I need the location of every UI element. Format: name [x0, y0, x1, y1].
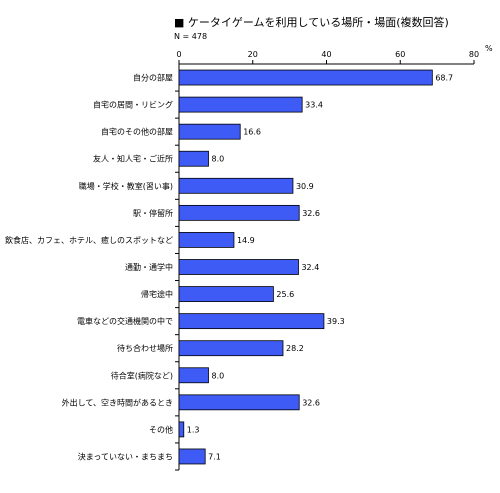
bar [178, 177, 294, 194]
data-label: 14.9 [237, 236, 255, 245]
bar [178, 96, 303, 113]
category-label: 駅・停留所 [133, 208, 173, 218]
data-label: 28.2 [286, 344, 304, 353]
data-label: 32.6 [302, 398, 320, 407]
bar [178, 259, 299, 275]
axis-unit-label: % [485, 44, 493, 53]
data-label: 68.7 [435, 74, 453, 83]
category-label: 自宅の居間・リビング [93, 100, 173, 110]
bar [178, 313, 325, 330]
bar [178, 394, 300, 411]
chart-title: ■ ケータイゲームを利用している場所・場面(複数回答) [174, 16, 449, 29]
bar [178, 367, 209, 384]
bar [178, 340, 284, 357]
data-label: 32.6 [302, 209, 320, 218]
bar [178, 204, 300, 221]
category-label: 通勤・通学中 [125, 262, 173, 272]
category-label: 自分の部屋 [133, 73, 173, 83]
category-label: その他 [149, 424, 173, 434]
data-label: 8.0 [212, 155, 225, 164]
sample-size-note: N = 478 [174, 32, 208, 41]
category-label: 外出して、空き時間があるとき [62, 397, 173, 407]
bar [178, 150, 209, 167]
data-label: 30.9 [296, 182, 314, 191]
x-tick-label: 40 [321, 50, 331, 59]
category-label: 自宅のその他の部屋 [101, 127, 173, 137]
category-label: 待合室(病院など) [111, 370, 173, 380]
category-label: 決まっていない・まちまち [78, 451, 173, 461]
category-label: 飲食店、カフェ、ホテル、癒しのスポットなど [5, 235, 173, 245]
bar [178, 286, 274, 302]
category-label: 友人・知人宅・ご近所 [93, 154, 173, 164]
bar [178, 448, 206, 465]
data-label: 25.6 [276, 290, 294, 299]
x-tick-label: 60 [395, 50, 405, 59]
bar [178, 232, 235, 248]
data-label: 1.3 [187, 425, 200, 434]
x-tick-label: 80 [469, 50, 479, 59]
category-label: 電車などの交通機関の中で [77, 316, 173, 326]
category-label: 帰宅途中 [141, 289, 173, 299]
bar [178, 123, 241, 140]
category-label: 待ち合わせ場所 [117, 343, 173, 353]
data-label: 33.4 [305, 101, 323, 110]
data-label: 16.6 [243, 128, 261, 137]
bar [178, 421, 185, 438]
x-tick-label: 20 [248, 50, 258, 59]
data-label: 7.1 [208, 452, 221, 461]
data-label: 39.3 [327, 317, 345, 326]
data-label: 32.4 [301, 263, 319, 272]
x-tick-label: 0 [176, 50, 181, 59]
bar [178, 69, 433, 86]
data-label: 8.0 [212, 371, 225, 380]
category-label: 職場・学校・教室(習い事) [79, 181, 173, 191]
